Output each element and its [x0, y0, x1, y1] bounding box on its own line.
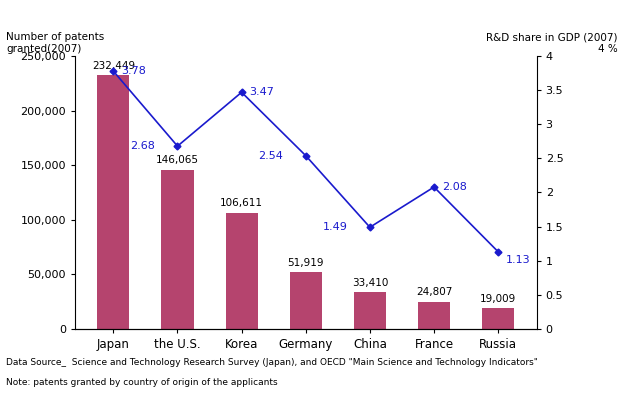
- Bar: [226, 213, 258, 329]
- Text: 2.08: 2.08: [442, 182, 467, 192]
- Text: 3.78: 3.78: [121, 66, 146, 76]
- Text: 3.47: 3.47: [250, 87, 274, 97]
- Text: Data Source_  Science and Technology Research Survey (Japan), and OECD "Main Sci: Data Source_ Science and Technology Rese…: [6, 358, 538, 367]
- Text: R&D share in GDP (2007): R&D share in GDP (2007): [486, 32, 618, 42]
- Text: granted(2007): granted(2007): [6, 44, 82, 54]
- Text: 33,410: 33,410: [352, 278, 388, 288]
- Bar: [290, 272, 322, 329]
- Text: 51,919: 51,919: [288, 258, 324, 268]
- Text: 4 %: 4 %: [598, 44, 618, 54]
- Bar: [354, 292, 386, 329]
- Text: 2.68: 2.68: [130, 141, 155, 151]
- Text: Number of patents: Number of patents: [6, 32, 104, 42]
- Text: 146,065: 146,065: [156, 155, 199, 165]
- Bar: [162, 170, 193, 329]
- Bar: [418, 302, 450, 329]
- Text: 19,009: 19,009: [480, 294, 516, 304]
- Text: 2.54: 2.54: [258, 151, 283, 161]
- Text: 106,611: 106,611: [220, 198, 263, 208]
- Text: 1.13: 1.13: [506, 255, 530, 265]
- Text: Note: patents granted by country of origin of the applicants: Note: patents granted by country of orig…: [6, 378, 278, 387]
- Text: 1.49: 1.49: [323, 222, 348, 232]
- Bar: [482, 308, 514, 329]
- Text: 232,449: 232,449: [92, 61, 135, 71]
- Text: 24,807: 24,807: [416, 288, 452, 298]
- Bar: [97, 75, 129, 329]
